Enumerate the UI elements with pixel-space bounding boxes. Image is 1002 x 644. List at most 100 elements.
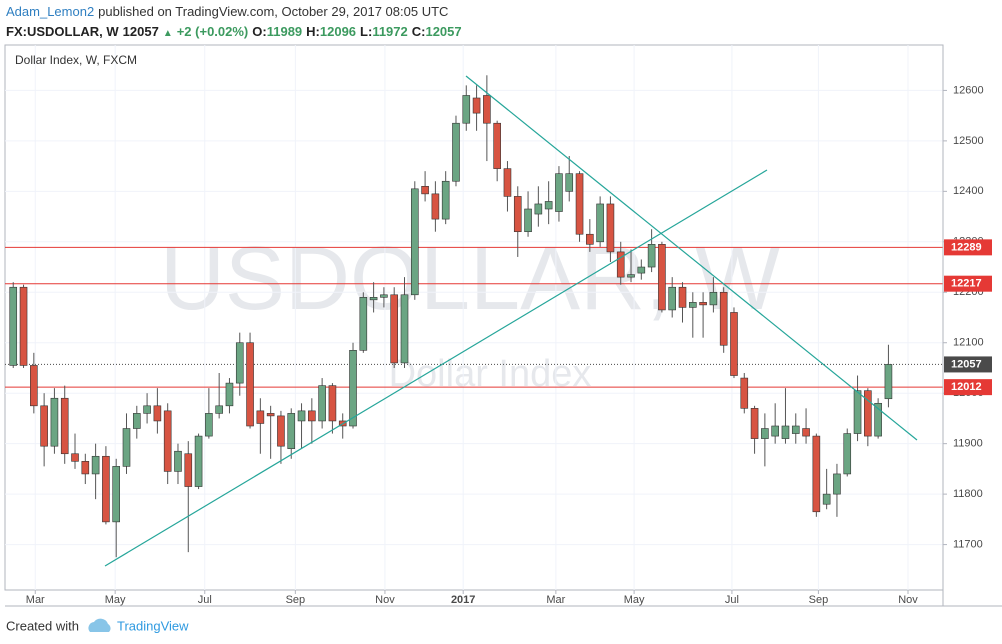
ohlc-value: 12096 — [319, 24, 357, 39]
watermark-sub: Dollar Index — [389, 353, 592, 395]
y-tick-label: 12600 — [953, 84, 984, 96]
candle-body — [143, 405, 151, 414]
candle-body — [400, 294, 409, 364]
candle-body — [359, 297, 368, 351]
candle-body — [658, 244, 666, 311]
price-label: 12057 — [951, 358, 982, 370]
candle-body — [153, 405, 162, 422]
candle-body — [575, 173, 584, 235]
candle-body — [843, 433, 852, 475]
candle-body — [235, 342, 244, 384]
x-tick-label: Mar — [546, 594, 565, 606]
candle-body — [205, 413, 213, 437]
change: +2 (+0.02%) — [176, 24, 249, 39]
candle-body — [771, 425, 779, 437]
x-tick-label: May — [105, 594, 126, 606]
x-tick-label: Nov — [898, 594, 918, 606]
candle-body — [421, 185, 429, 195]
price-label-bg — [944, 239, 992, 256]
candle-body — [822, 493, 831, 505]
candle-body — [678, 286, 687, 308]
candle-body — [750, 408, 759, 439]
candle-body — [256, 410, 265, 424]
candle-body — [853, 390, 862, 434]
y-tick-label: 12400 — [953, 185, 984, 197]
footer-bg — [0, 610, 1002, 644]
candle-body — [483, 95, 491, 124]
candle-body — [287, 413, 296, 450]
candle-body — [647, 244, 656, 268]
candle-body — [318, 385, 326, 422]
candle-body — [761, 428, 769, 439]
candle-body — [802, 428, 810, 437]
candle-body — [60, 397, 69, 455]
x-tick-label: Jul — [198, 594, 212, 606]
candle-body — [266, 413, 275, 417]
price-label-bg — [944, 379, 992, 396]
candle-body — [688, 302, 697, 308]
candle-body — [534, 203, 543, 215]
candle-body — [71, 453, 79, 462]
x-tick-label: May — [624, 594, 645, 606]
candle-body — [163, 410, 172, 472]
candle-body — [719, 291, 728, 346]
chart-legend: Dollar Index, W, FXCM — [15, 53, 137, 67]
y-tick-label: 11900 — [953, 438, 983, 450]
candle-body — [112, 466, 121, 523]
candle-body — [132, 413, 141, 429]
footer-created: Created with — [6, 618, 79, 633]
candle-body — [616, 251, 625, 278]
candle-body — [586, 233, 594, 245]
header: Adam_Lemon2 published on TradingView.com,… — [6, 2, 466, 44]
author-link[interactable]: Adam_Lemon2 — [6, 4, 95, 19]
trend-line — [104, 169, 768, 567]
x-tick-label: Sep — [809, 594, 829, 606]
candle-body — [513, 196, 522, 233]
candle-body — [884, 364, 893, 400]
candle-body — [380, 294, 388, 298]
y-tick-label: 11800 — [953, 488, 983, 500]
price-label-bg — [944, 356, 992, 373]
candle-body — [410, 188, 419, 296]
last-price: 12057 — [122, 24, 159, 39]
candle-body — [174, 450, 182, 472]
candle-body — [441, 180, 450, 220]
price-label: 12289 — [951, 241, 982, 253]
candle-body — [215, 405, 223, 414]
candle-body — [781, 425, 790, 439]
x-tick-label: Nov — [375, 594, 395, 606]
candle-body — [606, 203, 615, 253]
up-arrow: ▲ — [162, 28, 173, 39]
published-text: published on TradingView.com, October 29… — [98, 4, 449, 19]
ohlc-value: 11972 — [372, 24, 408, 39]
ohlc-value: 11989 — [266, 24, 303, 39]
candle-body — [19, 286, 28, 366]
candle-body — [308, 410, 316, 422]
candle-body — [9, 286, 18, 366]
ohlc-value: 12057 — [425, 24, 462, 39]
price-label-bg — [944, 275, 992, 292]
footer-brand[interactable]: TradingView — [117, 618, 189, 633]
candle-body — [740, 377, 749, 409]
header-line-1: Adam_Lemon2 published on TradingView.com,… — [6, 2, 466, 22]
price-label: 12217 — [951, 278, 982, 290]
candle-body — [225, 382, 234, 407]
candle-body — [791, 425, 800, 434]
candle-body — [544, 201, 553, 210]
price-label: 12012 — [951, 381, 982, 393]
candle-body — [812, 435, 821, 513]
x-tick-label: Sep — [286, 594, 306, 606]
plot-frame — [4, 44, 944, 591]
ohlc: O:11989 H:12096 L:11972 C:12057 — [252, 24, 465, 39]
header-line-2: FX:USDOLLAR, W 12057 ▲ +2 (+0.02%) O:11989 H:… — [6, 22, 466, 44]
candle-body — [637, 266, 646, 274]
candle-body — [709, 291, 718, 306]
candle-body — [874, 402, 882, 437]
watermark: USDOLLAR, W — [160, 229, 780, 329]
y-tick-label: 12100 — [953, 337, 984, 349]
y-tick-label: 11700 — [953, 538, 983, 550]
y-tick-label: 12500 — [953, 135, 984, 147]
candle-body — [102, 455, 110, 523]
